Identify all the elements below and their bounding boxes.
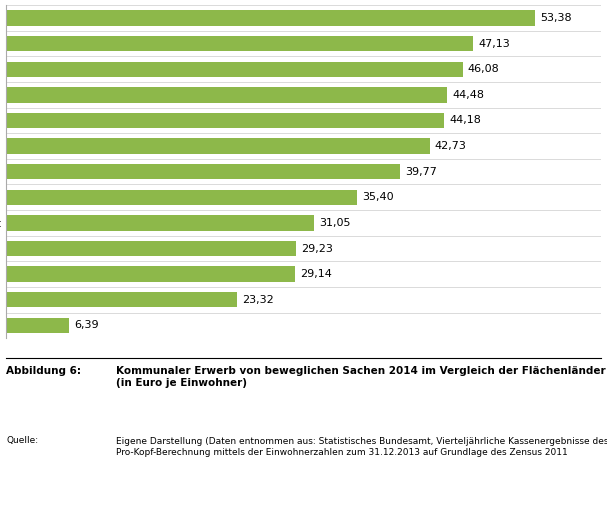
Bar — [6, 87, 447, 103]
Bar — [6, 266, 295, 282]
Text: 29,14: 29,14 — [300, 269, 332, 279]
Text: 44,18: 44,18 — [449, 115, 481, 126]
Text: 47,13: 47,13 — [478, 38, 510, 49]
Text: 31,05: 31,05 — [319, 218, 350, 228]
Text: 44,48: 44,48 — [452, 90, 484, 100]
Text: 6,39: 6,39 — [75, 320, 99, 331]
Text: Eigene Darstellung (Daten entnommen aus: Statistisches Bundesamt, Vierteljährlic: Eigene Darstellung (Daten entnommen aus:… — [116, 436, 607, 457]
Text: 35,40: 35,40 — [362, 193, 393, 202]
Text: Abbildung 6:: Abbildung 6: — [6, 365, 81, 376]
Text: 46,08: 46,08 — [468, 64, 500, 74]
Text: 39,77: 39,77 — [405, 167, 437, 176]
Text: 23,32: 23,32 — [242, 295, 274, 305]
Bar — [6, 292, 237, 307]
Bar — [6, 36, 473, 51]
Bar — [6, 215, 314, 230]
Bar — [6, 62, 463, 77]
Text: 42,73: 42,73 — [435, 141, 467, 151]
Bar — [6, 164, 401, 180]
Text: Kommunaler Erwerb von beweglichen Sachen 2014 im Vergleich der Flächenländer
(in: Kommunaler Erwerb von beweglichen Sachen… — [116, 365, 606, 388]
Bar — [6, 189, 357, 205]
Bar — [6, 10, 535, 25]
Text: Quelle:: Quelle: — [6, 436, 38, 445]
Bar — [6, 318, 69, 333]
Bar — [6, 113, 444, 128]
Text: 53,38: 53,38 — [540, 13, 572, 23]
Text: 29,23: 29,23 — [301, 243, 333, 253]
Bar — [6, 241, 296, 256]
Bar — [6, 139, 430, 154]
